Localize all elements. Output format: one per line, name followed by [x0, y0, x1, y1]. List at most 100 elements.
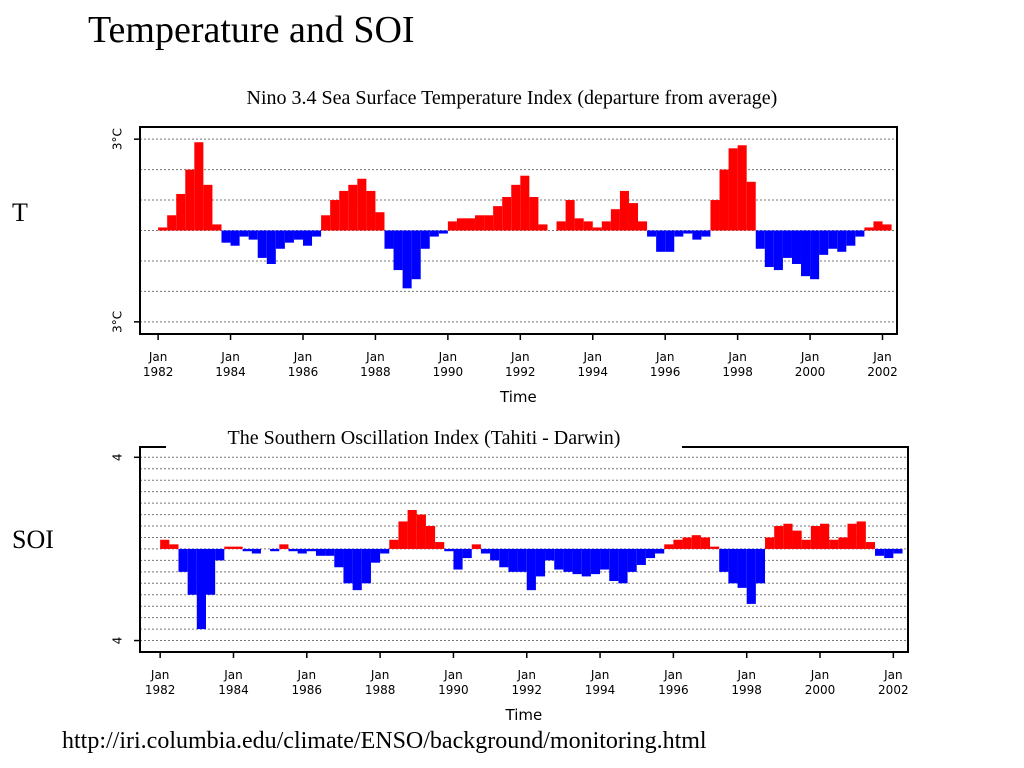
bar	[581, 548, 591, 577]
bar	[600, 548, 610, 570]
bar	[538, 224, 548, 231]
bar	[411, 230, 421, 280]
x-tick-label: Jan 1998	[722, 350, 753, 379]
plot-frame	[139, 126, 898, 335]
bar	[389, 539, 399, 549]
bar	[882, 224, 892, 231]
bar	[502, 197, 512, 231]
bar	[266, 230, 276, 264]
bar	[242, 548, 252, 552]
bar	[819, 230, 829, 255]
x-tick-label: Jan 1994	[584, 668, 616, 697]
bar	[416, 514, 426, 549]
bar	[773, 230, 783, 271]
bar	[673, 539, 683, 549]
bar	[656, 230, 666, 252]
bar	[279, 544, 289, 549]
bar	[194, 142, 204, 231]
bar	[176, 193, 186, 231]
bar	[884, 548, 894, 559]
bar	[239, 230, 249, 237]
bar	[846, 230, 856, 246]
bar	[801, 230, 811, 277]
bar	[664, 544, 674, 549]
bar	[508, 548, 518, 572]
bar	[215, 548, 225, 561]
x-tick-label: Jan 1982	[144, 668, 176, 697]
bar	[480, 548, 491, 554]
bar	[348, 184, 358, 231]
y-tick-label: 4	[111, 453, 125, 461]
x-tick-label: Jan 2000	[794, 350, 826, 379]
bar	[829, 539, 839, 549]
bar	[665, 230, 675, 252]
bar	[572, 548, 582, 575]
bar	[471, 544, 481, 549]
bar	[847, 523, 857, 549]
bar	[645, 548, 656, 559]
bar	[366, 190, 376, 231]
bar	[610, 209, 620, 231]
bar	[380, 548, 390, 554]
bar	[765, 537, 775, 549]
bar	[535, 548, 546, 577]
bar	[628, 203, 639, 231]
bar	[782, 230, 792, 258]
bar	[205, 548, 216, 595]
x-tick-label: Jan 1992	[505, 350, 536, 379]
side-label: SOI	[12, 525, 54, 554]
x-tick-label: Jan 1996	[649, 350, 681, 379]
bar	[864, 227, 874, 231]
bar	[755, 548, 766, 584]
x-tick-label: Jan 1982	[142, 350, 174, 379]
bar	[783, 523, 793, 549]
bar	[490, 548, 500, 561]
bar	[810, 526, 821, 549]
bar	[370, 548, 381, 563]
x-tick-label: Jan 1988	[364, 668, 396, 697]
bar	[545, 548, 555, 561]
x-tick-label: Jan 1988	[360, 350, 391, 379]
bar	[601, 221, 611, 231]
bar	[297, 548, 307, 554]
bar	[425, 526, 436, 549]
bar	[293, 230, 303, 240]
bar	[384, 230, 394, 249]
bar	[774, 526, 784, 549]
bar	[352, 548, 362, 591]
bar	[746, 548, 756, 604]
bar	[499, 548, 509, 568]
x-tick-label: Jan 1996	[658, 668, 689, 697]
x-tick-label: Jan 1994	[577, 350, 609, 379]
bar	[160, 539, 170, 549]
bar	[627, 548, 637, 572]
bar	[728, 548, 738, 584]
bar	[746, 181, 756, 231]
bar	[554, 548, 564, 570]
bar	[810, 230, 820, 280]
bar	[764, 230, 774, 268]
bar	[837, 230, 847, 252]
bar	[270, 548, 280, 552]
bar	[361, 548, 371, 584]
bar	[647, 230, 657, 237]
bar	[529, 197, 539, 231]
bar	[655, 548, 665, 554]
bar	[444, 548, 454, 552]
x-tick-label: Jan 2002	[867, 350, 898, 379]
bar	[315, 548, 326, 556]
bar	[873, 221, 883, 231]
bar	[233, 546, 243, 549]
bar	[520, 175, 530, 231]
bar	[167, 215, 177, 231]
bar	[453, 548, 463, 570]
bar	[683, 230, 693, 234]
bar	[407, 509, 417, 549]
bar	[691, 535, 701, 549]
bar	[402, 230, 412, 289]
bar	[462, 548, 472, 559]
bar	[556, 221, 566, 231]
bar	[728, 148, 738, 231]
